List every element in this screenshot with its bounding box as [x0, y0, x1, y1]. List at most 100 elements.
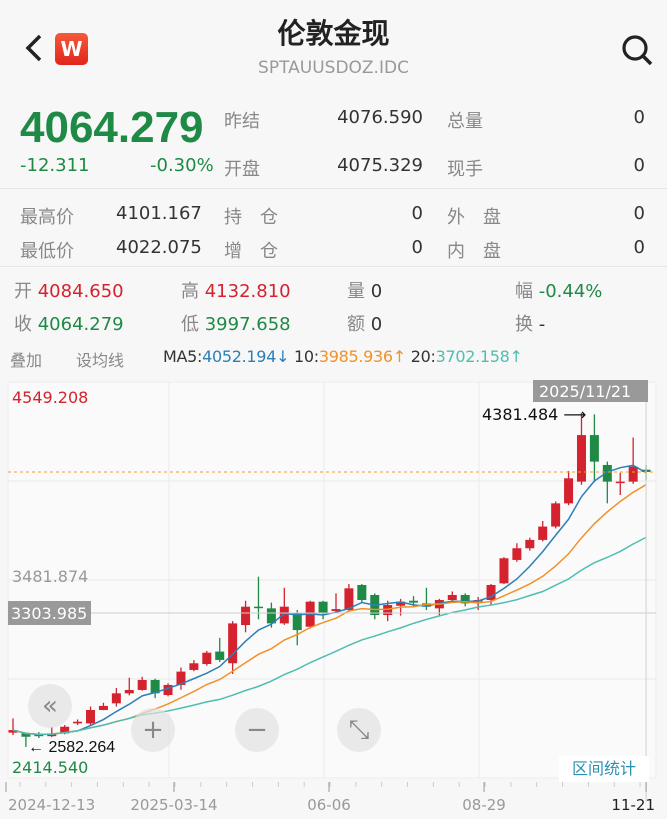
x-tick-label: 06-06 [307, 796, 351, 814]
candle-body [73, 721, 83, 724]
candle-body [615, 481, 625, 484]
scroll-left-button[interactable]: « [28, 684, 72, 728]
candle-body [176, 671, 186, 685]
candle-body [331, 609, 341, 611]
label: 幅 [515, 281, 533, 302]
fullscreen-icon[interactable]: ⤡ [337, 708, 381, 752]
label: 现手 [447, 159, 483, 180]
crosshair-price-label: 3303.985 [11, 604, 87, 623]
candle-body [538, 526, 548, 540]
zoom-out-button[interactable]: − [235, 708, 279, 752]
max-high-label: 4381.484 ⟶ [482, 405, 586, 424]
candle-body [486, 584, 496, 601]
price-change: -12.311 [20, 155, 90, 176]
label: 持 仓 [224, 207, 278, 228]
candle-body [564, 478, 574, 504]
label: 最低价 [20, 241, 74, 262]
y-min-label: 2414.540 [12, 758, 88, 777]
crosshair-price-box [8, 601, 91, 625]
candle-body [215, 651, 225, 660]
chevron-left-icon[interactable] [20, 30, 50, 66]
ma20-value: 3702.158↑ [435, 347, 523, 366]
candle-body [589, 435, 599, 462]
candle-body [279, 606, 289, 624]
label: 外 盘 [447, 207, 501, 228]
label: 最高价 [20, 207, 74, 228]
range-stats-button[interactable]: 区间统计 [559, 756, 649, 782]
candle-body [551, 503, 561, 527]
candle-body [189, 663, 199, 670]
label: 低 [181, 314, 199, 335]
app-logo[interactable]: W [55, 33, 88, 65]
ma20-line [12, 536, 647, 736]
candle-body [318, 601, 328, 614]
oi-change: 0 [411, 237, 423, 258]
y-max-label: 4549.208 [12, 388, 88, 407]
high: 4101.167 [116, 203, 202, 224]
ma5-label: MA5: [163, 347, 203, 366]
candle-body [241, 606, 251, 626]
candle-amplitude: -0.44% [538, 281, 603, 302]
candle-body [576, 435, 586, 482]
candle-amount: 0 [370, 314, 383, 335]
ma10-value: 3985.936↑ [318, 347, 406, 366]
label: 增 仓 [224, 241, 278, 262]
candle-body [150, 679, 160, 694]
candle-body [202, 652, 212, 665]
candle-body [266, 608, 276, 624]
candle-body [60, 726, 70, 734]
candle-turnover: - [538, 314, 546, 335]
candle-body [396, 601, 406, 606]
prev-settle: 4076.590 [337, 107, 423, 128]
candle-body [344, 588, 354, 611]
candle-close: 4064.279 [37, 314, 124, 335]
outer-volume: 0 [633, 203, 645, 224]
candle-body [34, 734, 44, 737]
ma20-label: 20: [410, 347, 436, 366]
price-change-pct: -0.30% [150, 155, 214, 176]
crosshair-date-box [533, 380, 648, 402]
label: 内 盘 [447, 241, 501, 262]
candle-body [21, 733, 31, 737]
label: 高 [181, 281, 199, 302]
open: 4075.329 [337, 155, 423, 176]
current-hand: 0 [633, 155, 645, 176]
overlay-button[interactable]: 叠加 [10, 351, 43, 370]
x-tick-label: 2025-03-14 [130, 796, 217, 814]
candle-body [137, 679, 147, 690]
candle-body [525, 539, 535, 549]
search-icon[interactable] [620, 33, 654, 67]
label: 总量 [447, 111, 483, 132]
zoom-in-button[interactable]: + [131, 708, 175, 752]
open-interest: 0 [411, 203, 423, 224]
label: 收 [14, 314, 32, 335]
candle-body [628, 466, 638, 482]
candle-body [499, 558, 509, 584]
candle-open: 4084.650 [37, 281, 124, 302]
candle-body [8, 730, 18, 733]
candle-body [228, 623, 238, 664]
candle-high: 4132.810 [204, 281, 291, 302]
candle-body [602, 464, 612, 482]
min-low-label: ← 2582.264 [28, 739, 115, 756]
x-tick-label: 2024-12-13 [8, 796, 95, 814]
crosshair-date-label: 2025/11/21 [539, 382, 631, 401]
label: 额 [347, 314, 365, 335]
candle-body [163, 684, 173, 695]
label: 开盘 [224, 159, 260, 180]
label: 换 [515, 314, 533, 335]
inner-volume: 0 [633, 237, 645, 258]
label: 量 [347, 281, 365, 302]
candle-body [357, 584, 367, 601]
candle-body [512, 548, 522, 560]
candle-body [111, 693, 121, 704]
candle-low: 3997.658 [204, 314, 291, 335]
set-ma-button[interactable]: 设均线 [76, 351, 125, 370]
candle-body [447, 595, 457, 601]
y-mid-label: 3481.874 [12, 567, 88, 586]
kline-chart[interactable]: 4549.208 3481.874 2414.540 3303.985 2025/11/… [0, 370, 667, 819]
ma5-value: 4052.194↓ [202, 347, 290, 366]
candle-body [86, 710, 96, 724]
candle-body [124, 689, 134, 694]
candle-body [460, 595, 470, 604]
